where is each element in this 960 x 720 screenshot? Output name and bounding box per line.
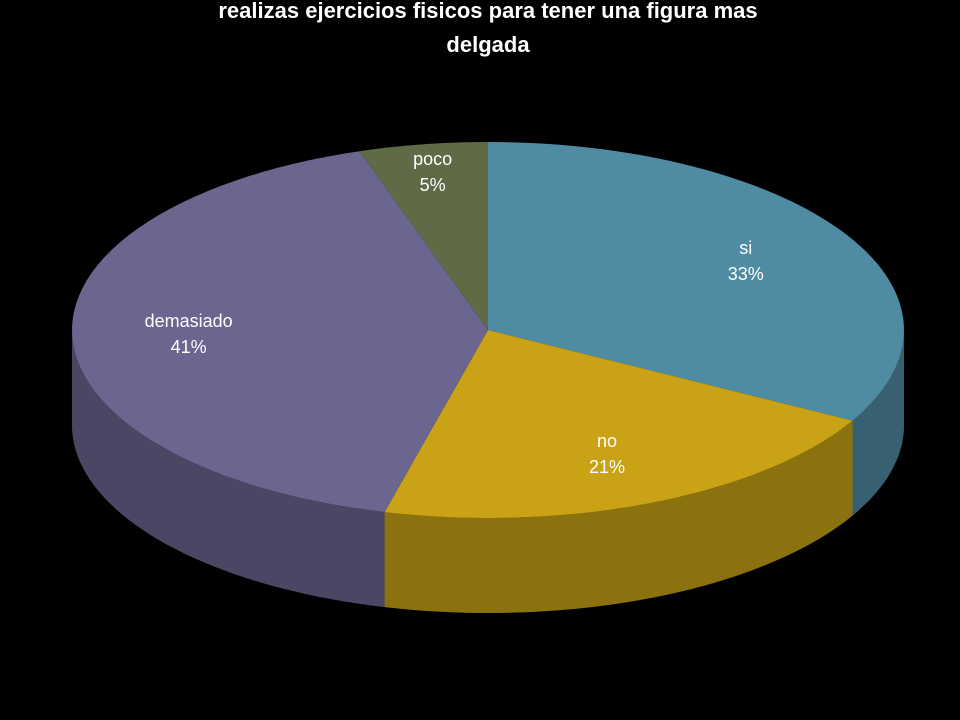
slice-side — [72, 330, 385, 608]
slice-value-label: 5% — [420, 175, 446, 195]
slice-side-shade — [384, 420, 853, 613]
slice-side-shade — [72, 330, 385, 608]
labels: si 33% no 21% demasiado 41% poco 5% — [145, 149, 764, 477]
pie-sides — [72, 330, 904, 613]
chart-title: realizas ejercicios fisicos para tener u… — [218, 0, 757, 57]
slice-label: no — [597, 431, 617, 451]
slice-label: demasiado — [145, 311, 233, 331]
slice-value-label: 41% — [171, 337, 207, 357]
slice-label: si — [739, 238, 752, 258]
slice-side-shade — [852, 330, 904, 516]
slice-side — [384, 420, 853, 613]
slice-label: poco — [413, 149, 452, 169]
slice — [384, 330, 853, 518]
pie-tops — [72, 142, 904, 518]
slice-value-label: 33% — [728, 264, 764, 284]
slice — [488, 142, 904, 421]
slice-value-label: 21% — [589, 457, 625, 477]
slice-side — [852, 330, 904, 516]
slice — [72, 151, 489, 513]
slice — [359, 142, 488, 330]
